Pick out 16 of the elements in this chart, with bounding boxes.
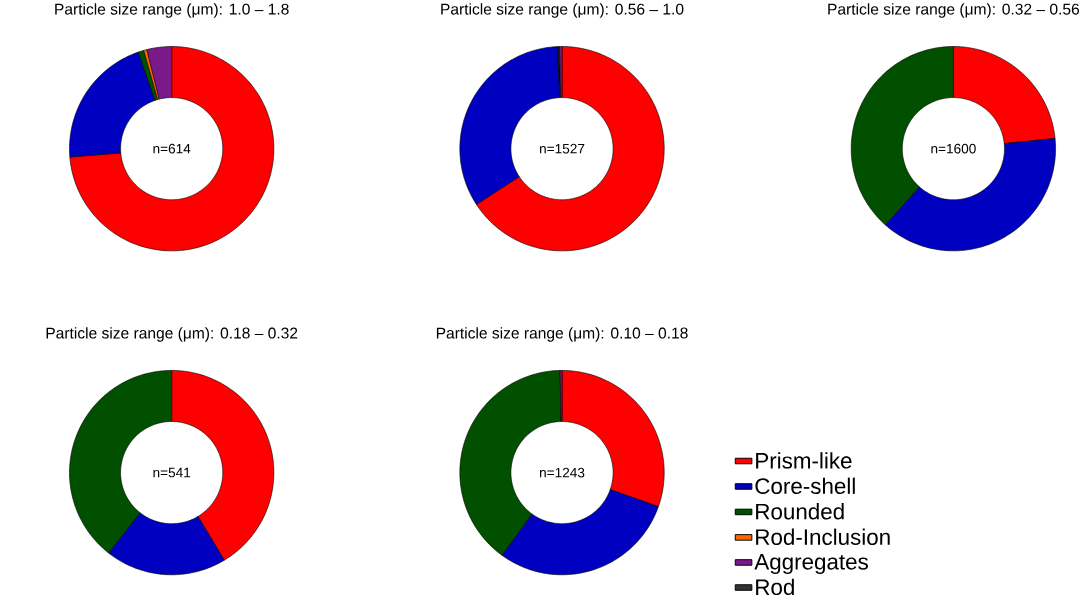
legend-label: Aggregates xyxy=(754,553,868,574)
legend-label: Rod-Inclusion xyxy=(756,528,890,545)
text: n=1243 xyxy=(540,467,585,478)
legend-label: Core-shell xyxy=(755,477,855,494)
chart-title: Particle size range (μm): 0.10 – 0.18 xyxy=(436,327,688,342)
chart-title: Particle size range (μm): 0.18 – 0.32 xyxy=(46,327,298,342)
chart-title: Particle size range (μm): 0.32 – 0.56 xyxy=(828,3,1080,18)
legend-label: Prism-like xyxy=(756,452,852,469)
text: n=541 xyxy=(153,467,191,478)
legend-label: Rounded xyxy=(756,502,844,520)
chart-title: Particle size range (μm): 0.56 – 1.0 xyxy=(441,3,684,18)
text: n=1527 xyxy=(540,143,585,154)
text: n=614 xyxy=(153,143,191,154)
chart-title: Particle size range (μm): 1.0 – 1.8 xyxy=(55,3,289,18)
legend-label: Rod xyxy=(756,578,794,595)
text: n=1600 xyxy=(931,143,976,154)
